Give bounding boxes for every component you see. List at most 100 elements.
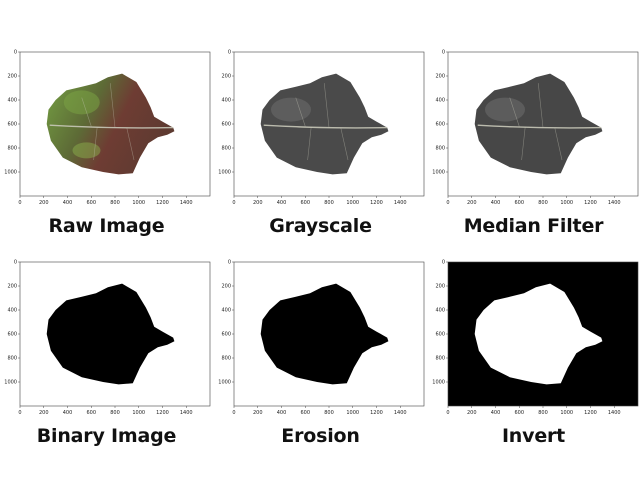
- x-tick-label: 1200: [370, 200, 383, 206]
- y-tick-label: 200: [435, 284, 445, 290]
- x-tick-label: 200: [253, 410, 263, 416]
- y-tick-label: 400: [221, 98, 231, 104]
- x-tick-label: 1000: [132, 200, 145, 206]
- leaf-mask: [46, 283, 175, 385]
- y-tick-label: 400: [221, 308, 231, 314]
- x-tick-label: 1200: [370, 410, 383, 416]
- y-tick-label: 200: [7, 284, 17, 290]
- y-tick-label: 600: [435, 122, 445, 128]
- y-tick-label: 800: [435, 356, 445, 362]
- x-tick-label: 600: [514, 410, 524, 416]
- y-tick-label: 800: [7, 146, 17, 152]
- x-tick-label: 400: [277, 410, 287, 416]
- leaf-vein: [537, 83, 544, 128]
- y-tick-label: 600: [435, 332, 445, 338]
- x-tick-label: 1200: [156, 200, 169, 206]
- leaf-mask: [474, 283, 603, 385]
- x-tick-label: 1400: [180, 410, 193, 416]
- x-tick-label: 1000: [132, 410, 145, 416]
- panel-invert: 0 200 400 600 800 1000 1200 1400 0 200 400 600 800 10…: [432, 258, 640, 418]
- y-tick-label: 400: [435, 98, 445, 104]
- y-tick-label: 0: [228, 260, 231, 266]
- y-tick-label: 800: [221, 146, 231, 152]
- y-tick-label: 200: [435, 74, 445, 80]
- x-tick-label: 600: [514, 200, 524, 206]
- y-tick-label: 0: [228, 50, 231, 56]
- caption-binary-image: Binary Image: [36, 425, 177, 447]
- x-tick-label: 1200: [156, 410, 169, 416]
- x-tick-label: 600: [300, 410, 310, 416]
- x-tick-label: 1000: [346, 200, 359, 206]
- x-tick-label: 0: [232, 200, 235, 206]
- leaf-vein: [93, 126, 98, 161]
- caption-median-filter: Median Filter: [463, 215, 604, 237]
- y-tick-label: 600: [221, 122, 231, 128]
- y-tick-label: 200: [221, 284, 231, 290]
- x-tick-label: 1000: [560, 200, 573, 206]
- leaf-midrib: [263, 124, 388, 129]
- x-tick-label: 0: [18, 410, 21, 416]
- y-tick-label: 600: [7, 122, 17, 128]
- y-tick-label: 1000: [4, 170, 17, 176]
- leaf-highlight: [271, 97, 311, 122]
- y-tick-label: 1000: [218, 380, 231, 386]
- x-tick-label: 400: [63, 410, 73, 416]
- x-tick-label: 800: [110, 410, 120, 416]
- x-tick-label: 1400: [394, 200, 407, 206]
- caption-invert: Invert: [501, 425, 566, 447]
- y-tick-label: 400: [7, 308, 17, 314]
- y-tick-label: 0: [14, 260, 17, 266]
- median-filter-plot: 0 200 400 600 800 1000 1200 1400 0 200 400 600 800 10…: [432, 50, 639, 206]
- x-tick-label: 200: [467, 200, 477, 206]
- x-tick-label: 200: [253, 200, 263, 206]
- x-tick-label: 0: [18, 200, 21, 206]
- y-tick-label: 200: [221, 74, 231, 80]
- leaf-vein: [295, 97, 306, 127]
- caption-grayscale: Grayscale: [269, 215, 372, 237]
- leaf-vein: [81, 97, 92, 127]
- leaf-vein: [509, 97, 520, 127]
- x-tick-label: 600: [86, 410, 96, 416]
- leaf-vein: [323, 83, 330, 128]
- y-tick-label: 400: [7, 98, 17, 104]
- x-tick-label: 1000: [560, 410, 573, 416]
- grayscale-plot: 0 200 400 600 800 1000 1200 1400 0 200 400 600 800 10…: [218, 50, 425, 206]
- caption-raw-image: Raw Image: [48, 215, 165, 237]
- leaf-highlight: [72, 142, 101, 159]
- panel-erosion: 0 200 400 600 800 1000 1200 1400 0 200 400 600 800 10…: [218, 258, 427, 418]
- x-tick-label: 200: [39, 410, 49, 416]
- x-tick-label: 0: [446, 200, 449, 206]
- x-tick-label: 1400: [394, 410, 407, 416]
- leaf-vein: [126, 128, 135, 161]
- caption-erosion: Erosion: [281, 425, 360, 447]
- y-tick-label: 0: [442, 50, 445, 56]
- leaf-vein: [340, 128, 349, 161]
- leaf-midrib: [477, 124, 602, 129]
- x-tick-label: 400: [491, 410, 501, 416]
- leaf-vein: [521, 126, 526, 161]
- leaf-highlight: [485, 97, 525, 122]
- x-tick-label: 1400: [608, 410, 621, 416]
- y-tick-label: 0: [442, 260, 445, 266]
- x-tick-label: 400: [491, 200, 501, 206]
- x-tick-label: 600: [86, 200, 96, 206]
- x-tick-label: 200: [467, 410, 477, 416]
- x-tick-label: 800: [324, 410, 334, 416]
- panel-median-filter: 0 200 400 600 800 1000 1200 1400 0 200 400 600 800 10…: [432, 48, 640, 208]
- x-tick-label: 1400: [608, 200, 621, 206]
- x-tick-label: 800: [538, 200, 548, 206]
- leaf-highlight: [63, 90, 100, 115]
- y-tick-label: 600: [221, 332, 231, 338]
- y-tick-label: 200: [7, 74, 17, 80]
- x-tick-label: 1200: [584, 410, 597, 416]
- leaf-mask: [260, 283, 389, 385]
- x-tick-label: 600: [300, 200, 310, 206]
- x-tick-label: 1400: [180, 200, 193, 206]
- panel-raw-image: 0 200 400 600 800 1000 1200 1400 0 200 400 600 800 10…: [4, 48, 213, 208]
- binary-image-plot: 0 200 400 600 800 1000 1200 1400 0 200 400 600 800 10…: [4, 260, 211, 416]
- x-tick-label: 400: [277, 200, 287, 206]
- x-tick-label: 0: [446, 410, 449, 416]
- leaf-vein: [554, 128, 563, 161]
- erosion-plot: 0 200 400 600 800 1000 1200 1400 0 200 400 600 800 10…: [218, 260, 425, 416]
- x-tick-label: 800: [110, 200, 120, 206]
